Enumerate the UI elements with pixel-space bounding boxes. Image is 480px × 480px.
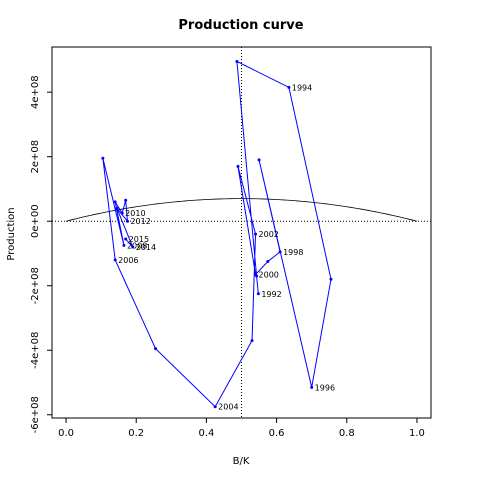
point-label: 2002 xyxy=(259,230,279,239)
plot-area: 0.0 0.2 0.4 0.6 0.8 1.0 -6e+08 -4e+08 -2e+08 0e+0… xyxy=(30,46,432,439)
production-curve-line xyxy=(65,198,418,222)
data-point xyxy=(124,198,128,202)
data-point xyxy=(257,158,261,162)
data-point xyxy=(287,85,291,89)
point-label: 2004 xyxy=(218,403,238,412)
point-label: 2006 xyxy=(118,256,138,265)
data-point xyxy=(113,200,117,204)
data-point xyxy=(113,258,117,262)
data-point xyxy=(131,245,135,249)
data-point xyxy=(122,243,126,247)
data-point xyxy=(329,277,333,281)
data-point xyxy=(101,156,105,160)
data-point xyxy=(115,206,119,210)
point-label: 2008 xyxy=(127,241,147,250)
x-tick-label: 0.8 xyxy=(339,428,355,439)
point-label: 2000 xyxy=(259,270,279,279)
data-point xyxy=(278,250,282,254)
data-point xyxy=(235,60,239,64)
y-tick-label: 2e+08 xyxy=(30,140,41,174)
point-label: 1994 xyxy=(292,83,312,92)
data-point xyxy=(236,164,240,168)
data-point xyxy=(266,260,270,264)
y-tick-label: -6e+08 xyxy=(30,396,41,433)
x-tick-label: 0.0 xyxy=(58,428,74,439)
y-tick-label: -4e+08 xyxy=(30,332,41,369)
data-point xyxy=(125,219,129,223)
point-label: 1996 xyxy=(315,383,335,392)
y-tick-label: 0e+00 xyxy=(30,204,41,238)
point-label: 2010 xyxy=(125,209,145,218)
point-label: 2015 xyxy=(129,235,149,244)
data-point xyxy=(256,292,260,296)
data-point xyxy=(213,405,217,409)
point-label: 1992 xyxy=(261,290,281,299)
y-tick-label: 4e+08 xyxy=(30,75,41,109)
x-tick-label: 0.2 xyxy=(128,428,144,439)
data-point xyxy=(310,385,314,389)
point-label: 2012 xyxy=(130,217,150,226)
data-point xyxy=(254,232,258,236)
data-point xyxy=(120,211,124,215)
x-axis-label: B/K xyxy=(233,456,250,467)
x-tick-label: 0.6 xyxy=(269,428,285,439)
data-point xyxy=(154,347,158,351)
y-tick-label: -2e+08 xyxy=(30,267,41,304)
data-point xyxy=(124,237,128,241)
point-label: 2014 xyxy=(136,243,156,252)
chart-title: Production curve xyxy=(178,18,303,33)
y-axis-label: Production xyxy=(6,207,17,260)
x-tick-label: 1.0 xyxy=(409,428,425,439)
data-point xyxy=(250,339,254,343)
data-point xyxy=(254,272,258,276)
point-label: 1998 xyxy=(283,248,303,257)
x-tick-label: 0.4 xyxy=(198,428,214,439)
